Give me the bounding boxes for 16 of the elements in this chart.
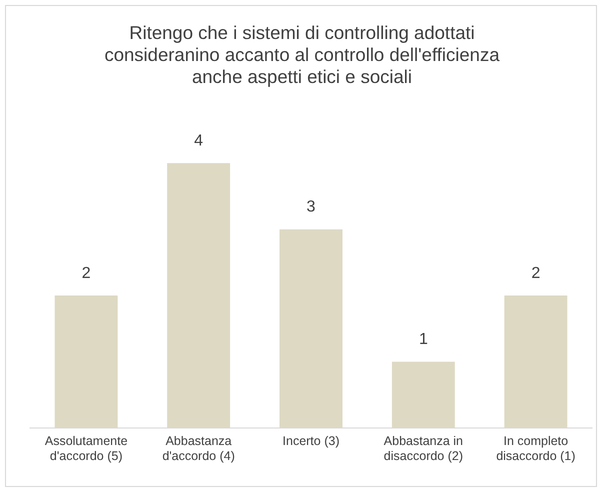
x-tick-label: Abbastanza d'accordo (4)	[162, 434, 235, 463]
x-tick-label: Assolutamente d'accordo (5)	[44, 434, 128, 463]
bar	[392, 362, 455, 428]
x-tick-label: In completo disaccordo (1)	[496, 434, 576, 463]
x-tick-label: Incerto (3)	[282, 434, 340, 448]
data-label: 3	[306, 198, 316, 216]
bar	[54, 296, 118, 428]
chart-title: Ritengo che i sistemi di controlling adottati consideranino accanto al controllo dell'efficienza anche aspetti etici e sociali	[103, 22, 501, 88]
x-tick-label: Abbastanza in disaccordo (2)	[384, 434, 464, 463]
bar	[280, 229, 342, 428]
bar	[504, 296, 568, 428]
bar	[167, 163, 230, 428]
data-label: 2	[82, 264, 91, 282]
data-label: 2	[531, 264, 540, 282]
data-label: 4	[194, 132, 204, 150]
data-label: 1	[418, 331, 428, 348]
